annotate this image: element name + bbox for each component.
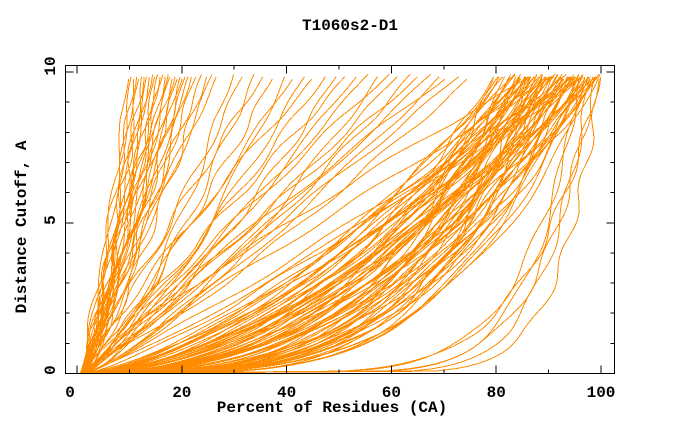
y-axis-title: Distance Cutoff, A (13, 140, 31, 313)
axis-ticks (65, 65, 615, 374)
y-tick-label-5: 5 (42, 215, 60, 225)
x-tick-label-80: 80 (487, 384, 506, 402)
x-tick-label-0: 0 (65, 384, 75, 402)
x-axis-title: Percent of Residues (CA) (217, 399, 447, 417)
plot-frame (65, 65, 615, 374)
chart-title: T1060s2-D1 (302, 17, 398, 35)
x-axis-tick-labels: 0 20 40 60 80 100 (65, 384, 615, 402)
model-curves (79, 73, 602, 373)
x-tick-label-40: 40 (277, 384, 296, 402)
x-tick-label-20: 20 (172, 384, 191, 402)
y-tick-label-0: 0 (42, 365, 60, 375)
x-tick-label-60: 60 (382, 384, 401, 402)
y-axis-tick-labels: 0 5 10 (42, 56, 60, 374)
y-tick-label-10: 10 (42, 56, 60, 75)
x-tick-label-100: 100 (587, 384, 616, 402)
